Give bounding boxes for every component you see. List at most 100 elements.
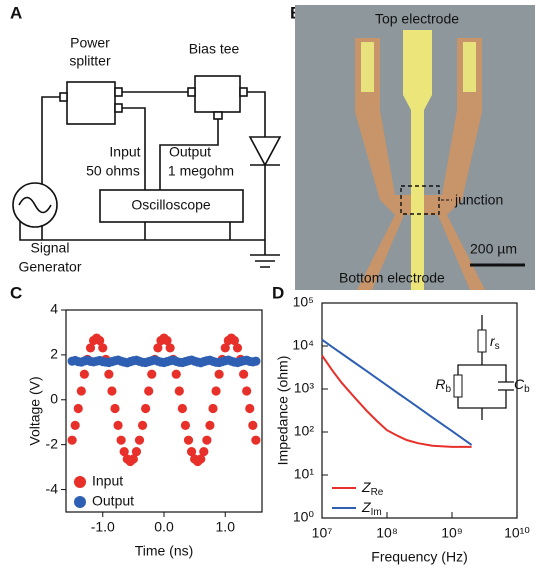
data-point — [220, 343, 230, 353]
y-tick-label: 10⁵ — [293, 294, 314, 310]
wire — [19, 91, 266, 255]
label: Top electrode — [375, 11, 459, 27]
port — [59, 92, 68, 102]
legend-label: ZIm — [361, 499, 382, 518]
data-point — [183, 435, 194, 445]
panel-label: D — [272, 283, 284, 302]
data-point — [147, 369, 157, 379]
data-point — [67, 435, 77, 445]
y-tick-label: 10⁴ — [292, 337, 314, 353]
legend-marker — [74, 496, 86, 508]
bottom-electrode — [355, 38, 485, 290]
label: Signal — [31, 240, 70, 256]
data-point — [199, 447, 209, 457]
data-point — [239, 369, 249, 379]
circuit: Power splitter Bias tee Input 50 ohms Ou… — [12, 35, 282, 275]
port — [213, 111, 223, 120]
label: 200 µm — [470, 241, 517, 257]
pad — [361, 42, 374, 92]
x-tick-label: 1.0 — [216, 519, 236, 535]
resistor — [477, 329, 487, 353]
y-axis-label: Voltage (V) — [27, 376, 43, 445]
legend-label: ZRe — [361, 479, 384, 498]
data-point — [95, 335, 105, 346]
x-tick-label: -1.0 — [91, 519, 115, 535]
circuit-inset — [457, 315, 514, 420]
data-point — [141, 403, 151, 414]
data-point — [214, 369, 224, 379]
data-point — [76, 386, 86, 396]
data-point — [211, 386, 221, 396]
label: 50 ohms — [86, 163, 140, 179]
label: Output — [169, 144, 211, 160]
data-point — [73, 403, 83, 414]
y-tick-label: 2 — [50, 346, 58, 362]
data-point — [171, 369, 181, 379]
data-point — [177, 403, 187, 414]
data-point — [251, 435, 261, 445]
data-line — [321, 338, 473, 446]
x-tick-label: 10⁹ — [441, 525, 463, 541]
x-tick-label: 10¹⁰ — [504, 525, 530, 541]
data-point — [144, 386, 154, 396]
micrograph: Top electrode junction 200 µm Bottom ele… — [295, 5, 535, 290]
label: 1 megohm — [168, 163, 234, 179]
y-tick-label: 10⁰ — [293, 509, 315, 525]
x-axis-label: Time (ns) — [135, 543, 194, 559]
port — [239, 87, 248, 97]
y-tick-label: 4 — [50, 301, 58, 317]
data-point — [116, 435, 126, 445]
ground — [250, 254, 280, 268]
label: Bottom electrode — [339, 270, 445, 286]
data-point — [248, 420, 258, 430]
legend-label: Input — [92, 473, 123, 489]
data-point — [131, 447, 142, 457]
data-point — [104, 369, 114, 379]
data-point — [174, 386, 184, 396]
data-point — [70, 420, 80, 430]
data-point — [180, 420, 191, 430]
label: Oscilloscope — [131, 197, 211, 213]
plot-frame — [321, 302, 518, 519]
x-axis-label: Frequency (Hz) — [371, 549, 467, 565]
data-point — [119, 447, 129, 457]
data-point — [98, 343, 108, 353]
junction-box — [400, 185, 440, 215]
data-point — [229, 335, 240, 346]
label: Generator — [18, 259, 81, 275]
data-point — [245, 403, 255, 414]
circuit-label: rs — [490, 333, 500, 352]
data-point — [232, 343, 243, 353]
data-point — [134, 435, 145, 445]
y-axis-label: Impedance (ohm) — [275, 356, 291, 466]
label: junction — [454, 192, 503, 208]
data-point — [153, 343, 163, 353]
y-tick-label: -4 — [46, 480, 59, 496]
circuit-label: Cb — [514, 376, 530, 395]
top-electrode — [403, 30, 432, 290]
y-tick-label: 10¹ — [294, 466, 315, 482]
data-point — [137, 420, 148, 430]
y-tick-label: 10³ — [294, 380, 315, 396]
circuit-label: Rb — [435, 376, 451, 395]
y-tick-label: -2 — [46, 435, 59, 451]
label: splitter — [69, 53, 111, 69]
data-point — [162, 335, 172, 346]
power-splitter-box — [66, 81, 116, 125]
panel-label: C — [10, 283, 22, 302]
data-point — [205, 420, 215, 430]
data-point — [85, 343, 96, 353]
port — [187, 87, 196, 97]
legend-label: Output — [92, 493, 134, 509]
y-tick-label: 0 — [50, 390, 58, 406]
data-point — [79, 369, 89, 379]
port — [114, 103, 123, 113]
x-tick-label: 0.0 — [154, 519, 174, 535]
data-point — [113, 420, 123, 430]
resistor — [453, 374, 463, 398]
data-point — [186, 447, 197, 457]
bias-tee-box — [194, 75, 241, 113]
data-point — [242, 386, 252, 396]
label: Bias tee — [189, 41, 240, 57]
